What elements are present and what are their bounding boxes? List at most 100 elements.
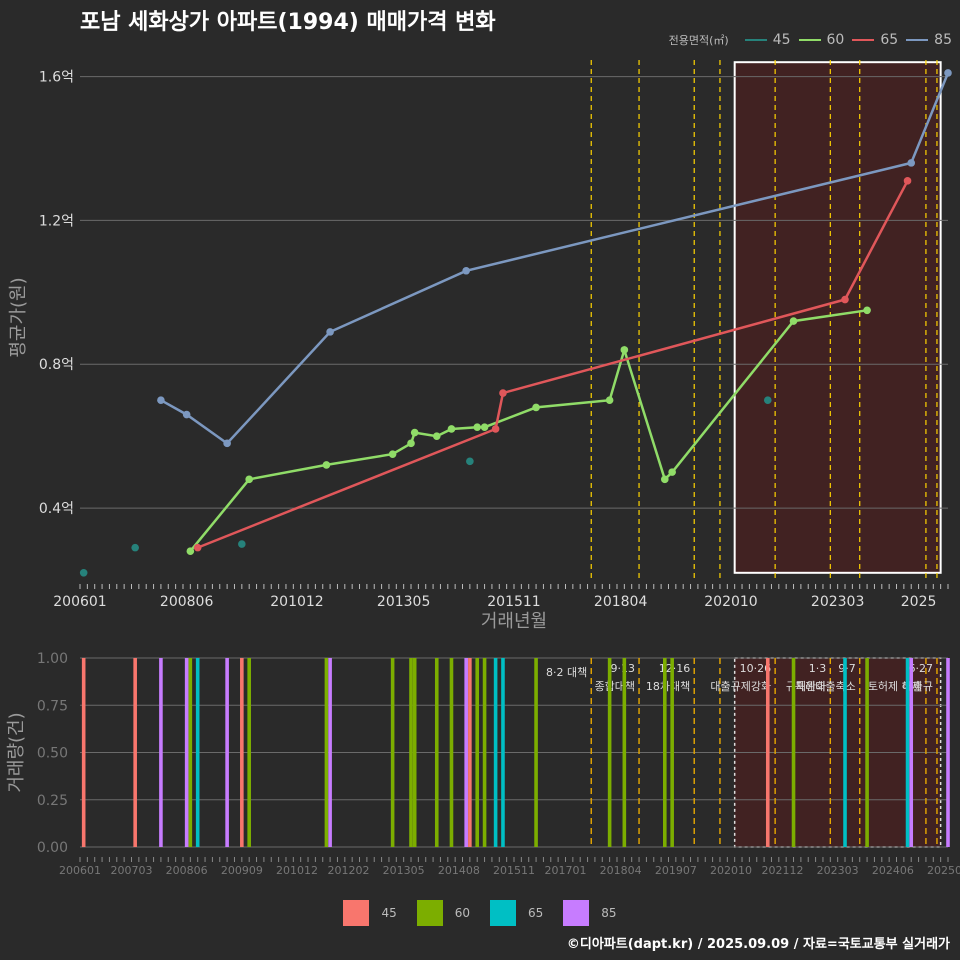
data-point-45 (466, 457, 474, 466)
volume-x-tick-label: 200703 (110, 864, 152, 877)
y-tick-label: 0.4억 (39, 501, 74, 517)
data-point-60 (668, 468, 676, 476)
data-point-85 (223, 439, 231, 448)
volume-bar-60 (188, 658, 193, 847)
x-tick-label: 201511 (487, 594, 540, 610)
volume-bar-45 (765, 658, 770, 847)
volume-bar-60 (434, 658, 439, 847)
volume-bar-60 (607, 658, 612, 847)
volume-bar-85 (159, 658, 163, 847)
bottom-legend-item-85: 85 (563, 900, 617, 926)
data-point-45 (79, 569, 88, 577)
volume-x-tick-label: 201907 (655, 864, 697, 877)
volume-bar-60 (409, 658, 413, 847)
legend-line-65 (852, 39, 875, 41)
bottom-legend-swatch-60 (416, 900, 443, 926)
volume-bar-60 (670, 658, 674, 847)
bottom-legend-swatch-85 (563, 900, 590, 926)
policy-label: 8·2 대책 (546, 666, 587, 679)
x-axis-title: 거래년월 (481, 611, 547, 632)
volume-bar-60 (865, 658, 869, 847)
y-tick-label: 1.2억 (39, 213, 74, 229)
x-tick-label: 201012 (270, 594, 323, 610)
data-point-85 (157, 396, 165, 405)
credit-text: ©디아파트(dapt.kr) / 2025.09.09 / 자료=국토교통부 실… (566, 937, 950, 952)
volume-x-tick-label: 202509 (927, 864, 960, 877)
data-point-60 (322, 461, 331, 469)
volume-bar-60 (482, 658, 487, 847)
policy-label: 1·3 (809, 662, 827, 675)
data-point-60 (186, 547, 195, 556)
volume-bar-60 (247, 658, 251, 847)
data-point-60 (863, 306, 871, 315)
legend-item-85: 85 (906, 32, 952, 48)
volume-bar-60 (791, 658, 796, 847)
top-legend: 전용면적(㎡) 45 60 65 85 (669, 32, 952, 48)
volume-x-tick-label: 201202 (327, 864, 369, 877)
policy-sublabel: 18차대책 (646, 680, 690, 693)
volume-bar-85 (909, 658, 914, 847)
volume-x-tick-label: 202112 (761, 864, 803, 877)
volume-y-tick-label: 0.25 (37, 793, 68, 809)
data-point-45 (763, 396, 772, 405)
chart-title: 포남 세화상가 아파트(1994) 매매가격 변화 (80, 10, 496, 35)
policy-sublabel: 종합대책 (595, 680, 635, 693)
bottom-legend-swatch-45 (343, 900, 370, 926)
volume-bar-60 (622, 658, 627, 847)
volume-y-tick-label: 0.00 (37, 840, 68, 856)
volume-bar-45 (468, 658, 472, 847)
data-point-85 (182, 410, 191, 419)
volume-x-tick-label: 201408 (438, 864, 480, 877)
data-point-60 (789, 317, 798, 325)
legend-line-60 (798, 39, 821, 41)
data-point-60 (480, 423, 489, 431)
volume-x-tick-label: 202303 (817, 864, 859, 877)
x-tick-label: 201305 (377, 594, 430, 610)
x-tick-label: 202303 (811, 594, 864, 610)
y-axis-title: 평균가(원) (8, 277, 29, 357)
legend-title: 전용면적(㎡) (668, 34, 729, 47)
volume-x-tick-label: 200806 (166, 864, 208, 877)
data-point-60 (410, 428, 419, 437)
y-tick-label: 1.6억 (39, 70, 74, 86)
volume-bar-85 (464, 658, 468, 847)
highlight-region (733, 61, 942, 574)
volume-bar-60 (324, 658, 329, 847)
volume-y-tick-label: 0.50 (37, 746, 68, 762)
bottom-legend-item-60: 60 (416, 900, 470, 926)
bottom-legend-item-65: 65 (490, 900, 543, 926)
legend-item-65: 65 (852, 32, 898, 48)
volume-bar-60 (534, 658, 538, 847)
bottom-legend-item-45: 45 (343, 900, 397, 926)
data-point-60 (388, 450, 397, 458)
data-point-85 (326, 328, 334, 336)
data-point-60 (605, 396, 614, 405)
data-point-60 (473, 423, 482, 431)
data-point-65 (491, 425, 500, 433)
policy-sublabel: 특례대출축소 (795, 680, 856, 693)
volume-x-tick-label: 201012 (276, 864, 318, 877)
policy-label: 10·26 (740, 662, 772, 675)
policy-label: 6·27 (908, 662, 933, 675)
volume-x-tick-label: 201804 (600, 864, 642, 877)
data-point-85 (907, 159, 916, 167)
data-point-60 (532, 403, 540, 412)
volume-x-tick-label: 201305 (383, 864, 425, 877)
x-tick-label: 202010 (704, 594, 757, 610)
data-point-85 (462, 266, 470, 275)
volume-bar-60 (662, 658, 667, 847)
bottom-legend-swatch-65 (490, 900, 516, 926)
legend-item-45: 45 (744, 32, 791, 48)
volume-bar-65 (843, 658, 847, 847)
data-point-45 (131, 543, 139, 552)
volume-y-axis-title: 거래량(건) (6, 712, 27, 792)
volume-bar-65 (501, 658, 505, 847)
volume-bar-45 (81, 658, 86, 847)
x-tick-label: 2025 (901, 594, 937, 610)
volume-y-tick-label: 1.00 (37, 651, 68, 667)
data-point-65 (903, 177, 912, 185)
volume-bar-85 (946, 658, 950, 847)
policy-sublabel: 규제완화 (786, 680, 826, 693)
data-point-60 (407, 439, 415, 448)
